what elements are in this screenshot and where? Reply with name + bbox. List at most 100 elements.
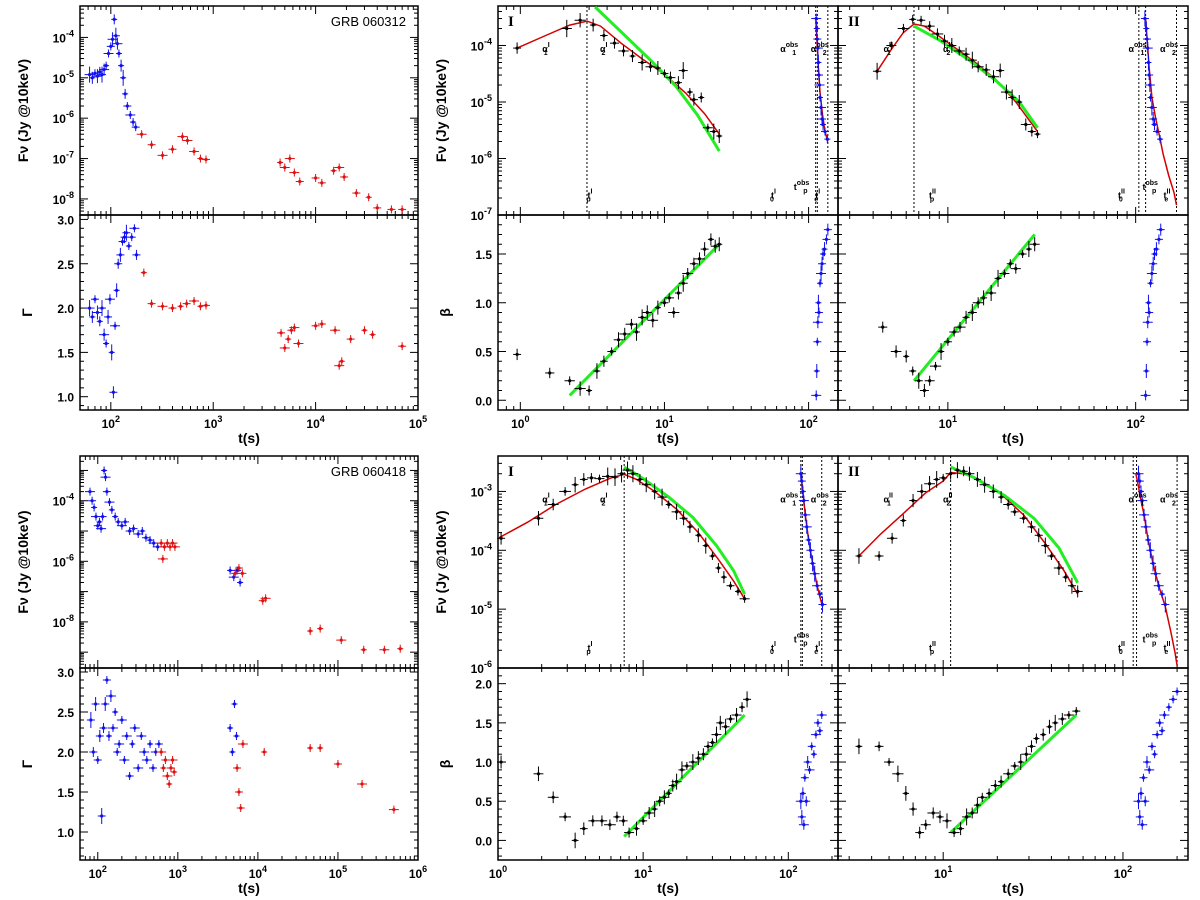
point-marker — [682, 516, 686, 520]
fit-annotation: αII 1 — [884, 493, 893, 508]
data-point — [357, 780, 368, 788]
data-point — [336, 636, 347, 645]
fit-annotation-sup: obs — [816, 493, 829, 500]
data-point — [998, 491, 1005, 504]
data-point — [289, 323, 300, 332]
point-marker — [160, 153, 165, 157]
data-point — [1172, 687, 1183, 696]
point-marker — [131, 527, 136, 531]
point-marker — [815, 340, 819, 344]
x-tick-label-exp: 2 — [102, 864, 107, 874]
data-point — [959, 466, 968, 477]
data-point — [814, 70, 823, 81]
point-marker — [87, 73, 92, 77]
data-point — [237, 740, 248, 748]
point-marker — [1139, 791, 1143, 795]
y-tick-label: 10-6 — [471, 659, 492, 676]
data-point — [698, 92, 705, 103]
point-marker — [701, 752, 705, 756]
data-point — [379, 645, 390, 654]
point-marker — [1024, 122, 1028, 127]
data-point — [95, 730, 104, 742]
point-marker — [98, 734, 102, 738]
y-tick-label: 1.0 — [475, 297, 492, 311]
fit-line-green — [594, 5, 721, 152]
point-marker — [333, 328, 337, 332]
data-point — [157, 151, 168, 160]
data-point — [89, 747, 98, 757]
y-tick-label: 10-4 — [53, 492, 74, 509]
data-point — [116, 247, 125, 262]
fit-annotation-sub: p — [586, 196, 590, 203]
fit-annotation: tII p — [929, 188, 936, 203]
data-point — [162, 772, 173, 780]
y-tick-label: 2.5 — [57, 706, 74, 720]
data-point — [84, 300, 95, 317]
data-point — [108, 505, 115, 514]
data-point — [141, 533, 150, 542]
data-point — [147, 740, 154, 748]
x-tick-label: 101 — [934, 864, 952, 881]
fit-annotation-sup: obs — [786, 493, 799, 500]
data-point — [1034, 130, 1041, 139]
point-marker — [810, 561, 815, 565]
fit-annotation: αobs 1 — [1129, 493, 1147, 508]
point-marker — [1049, 554, 1054, 558]
data-point — [949, 327, 959, 337]
point-marker — [142, 750, 146, 754]
point-marker — [100, 306, 104, 310]
data-point — [1034, 528, 1043, 543]
data-point — [874, 741, 884, 752]
fit-panel-I: 10-310-410-510-6Fν (Jy @10keV)IαI 1 αI 2 αob… — [433, 455, 839, 896]
point-marker — [349, 337, 353, 341]
y-tick-label-exp: -5 — [484, 600, 492, 610]
point-marker — [595, 369, 599, 373]
fit-annotation-sup: II — [949, 42, 953, 49]
data-point — [872, 62, 882, 80]
point-marker — [1148, 548, 1152, 552]
data-point — [125, 110, 136, 119]
data-point — [962, 47, 970, 61]
point-marker — [922, 388, 927, 393]
data-point — [114, 258, 123, 269]
data-point — [90, 295, 99, 304]
y-tick-label-exp: -7 — [66, 150, 74, 160]
x-axis-label: t(s) — [238, 880, 260, 896]
data-point — [957, 822, 965, 836]
point-marker — [1158, 721, 1162, 725]
data-point — [707, 233, 714, 246]
data-point — [589, 18, 597, 32]
point-marker — [709, 237, 713, 241]
point-marker — [813, 572, 817, 576]
point-marker — [941, 476, 945, 480]
point-marker — [89, 718, 93, 722]
point-marker — [162, 545, 167, 549]
y-tick-label-exp: -8 — [66, 190, 74, 200]
data-point — [121, 517, 130, 526]
fit-annotation-base: t — [587, 643, 590, 653]
data-point — [822, 234, 831, 245]
point-marker — [692, 262, 696, 266]
point-marker — [1064, 575, 1068, 579]
fit-panel-I: 10-410-510-610-7Fν (Jy @10keV)IαI 1 αI 2 αob… — [433, 5, 839, 446]
data-point — [644, 806, 655, 819]
point-marker — [239, 806, 243, 810]
data-point — [231, 569, 240, 578]
fit-annotation: αobs 1 — [1129, 42, 1147, 57]
fit-line-green — [568, 243, 721, 397]
point-marker — [232, 575, 236, 579]
data-point — [1139, 508, 1150, 521]
fit-annotation-sup: I — [548, 42, 550, 49]
data-point — [937, 343, 945, 360]
point-marker — [801, 791, 805, 795]
gamma-subplot: 1.0 1.5 2.0 2.5 3.0 Γ 102 103 104 105 t(s) — [19, 213, 427, 446]
point-marker — [970, 310, 974, 315]
data-point — [804, 765, 815, 774]
data-point — [813, 364, 820, 378]
data-point — [1145, 70, 1154, 81]
point-marker — [799, 799, 803, 803]
data-point — [711, 726, 722, 743]
y-tick-label: 2.0 — [57, 746, 74, 760]
data-point — [586, 385, 593, 396]
